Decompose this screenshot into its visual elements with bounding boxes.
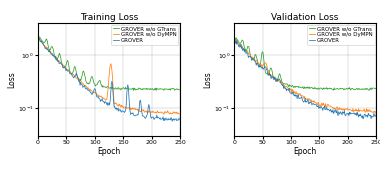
GROVER w/o GTrans — [369, 87, 374, 89]
GROVER w/o DyMPN — [232, 37, 236, 39]
GROVER w/o GTrans — [60, 62, 64, 65]
GROVER — [59, 63, 63, 65]
GROVER w/o DyMPN — [118, 105, 123, 107]
GROVER w/o DyMPN — [162, 113, 166, 115]
GROVER w/o GTrans — [374, 88, 378, 90]
GROVER — [256, 63, 260, 65]
GROVER w/o GTrans — [173, 89, 177, 91]
GROVER w/o GTrans — [135, 89, 139, 91]
GROVER — [330, 111, 335, 113]
GROVER — [232, 41, 236, 43]
Title: Training Loss: Training Loss — [80, 13, 138, 22]
Y-axis label: Loss: Loss — [204, 71, 212, 88]
Title: Validation Loss: Validation Loss — [271, 13, 339, 22]
X-axis label: Epoch: Epoch — [293, 147, 317, 156]
GROVER w/o DyMPN — [290, 90, 295, 92]
GROVER — [93, 88, 97, 90]
GROVER w/o DyMPN — [255, 62, 260, 64]
GROVER w/o DyMPN — [374, 112, 378, 114]
Legend: GROVER w/o GTrans, GROVER w/o DyMPN, GROVER: GROVER w/o GTrans, GROVER w/o DyMPN, GRO… — [111, 25, 179, 45]
GROVER w/o DyMPN — [289, 88, 293, 90]
GROVER w/o DyMPN — [368, 109, 372, 111]
Line: GROVER w/o DyMPN: GROVER w/o DyMPN — [38, 38, 179, 114]
GROVER w/o GTrans — [291, 85, 296, 87]
Line: GROVER: GROVER — [234, 40, 376, 119]
GROVER — [177, 118, 182, 120]
GROVER w/o GTrans — [367, 89, 371, 91]
GROVER w/o GTrans — [93, 85, 98, 87]
GROVER w/o GTrans — [37, 36, 42, 38]
GROVER w/o GTrans — [131, 89, 136, 92]
GROVER — [133, 114, 138, 116]
GROVER w/o GTrans — [330, 88, 335, 90]
GROVER w/o DyMPN — [177, 113, 182, 115]
Legend: GROVER w/o GTrans, GROVER w/o DyMPN, GROVER: GROVER w/o GTrans, GROVER w/o DyMPN, GRO… — [307, 25, 375, 45]
GROVER w/o DyMPN — [37, 37, 41, 39]
GROVER — [36, 37, 40, 39]
GROVER w/o DyMPN — [173, 111, 177, 113]
GROVER w/o GTrans — [314, 87, 319, 89]
Line: GROVER: GROVER — [38, 38, 179, 121]
GROVER w/o GTrans — [232, 37, 236, 39]
GROVER — [94, 95, 99, 97]
Y-axis label: Loss: Loss — [7, 71, 16, 88]
GROVER — [314, 104, 319, 106]
GROVER w/o GTrans — [95, 84, 100, 86]
GROVER — [235, 39, 239, 41]
GROVER — [361, 118, 366, 120]
GROVER w/o DyMPN — [93, 91, 98, 93]
X-axis label: Epoch: Epoch — [97, 147, 121, 156]
GROVER w/o GTrans — [234, 37, 238, 39]
GROVER w/o DyMPN — [134, 108, 139, 110]
GROVER w/o DyMPN — [95, 93, 100, 96]
GROVER — [170, 120, 174, 122]
GROVER w/o DyMPN — [314, 102, 318, 104]
GROVER w/o DyMPN — [60, 63, 64, 65]
Line: GROVER w/o GTrans: GROVER w/o GTrans — [234, 38, 376, 90]
GROVER — [289, 93, 294, 95]
GROVER — [291, 91, 296, 93]
GROVER w/o GTrans — [118, 88, 123, 90]
GROVER w/o DyMPN — [329, 106, 334, 108]
GROVER w/o GTrans — [289, 86, 294, 88]
GROVER w/o DyMPN — [36, 38, 40, 40]
GROVER — [117, 109, 122, 111]
Line: GROVER w/o DyMPN: GROVER w/o DyMPN — [234, 38, 376, 113]
GROVER — [172, 119, 177, 121]
GROVER — [374, 114, 378, 116]
GROVER — [369, 118, 374, 120]
GROVER w/o GTrans — [256, 63, 260, 65]
GROVER w/o GTrans — [36, 36, 40, 38]
GROVER w/o GTrans — [177, 89, 182, 91]
Line: GROVER w/o GTrans: GROVER w/o GTrans — [38, 37, 179, 90]
